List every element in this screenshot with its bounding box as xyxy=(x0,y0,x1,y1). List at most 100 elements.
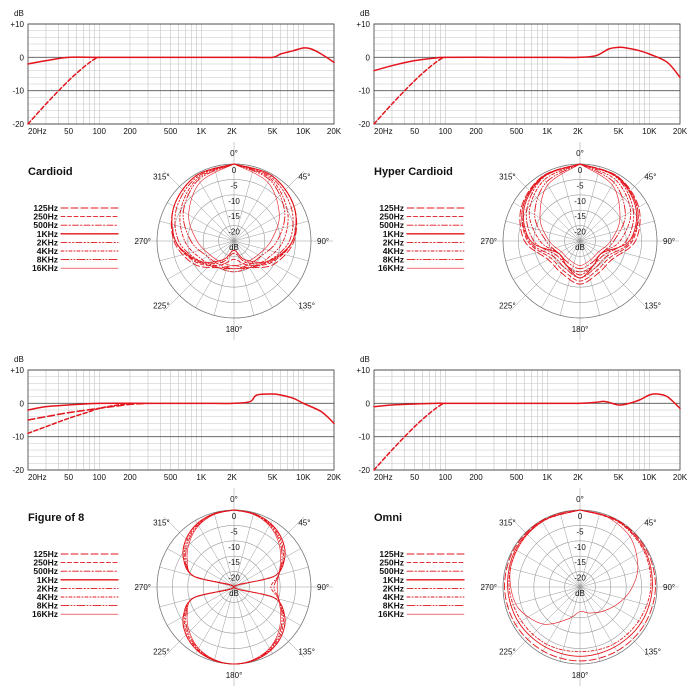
legend-label: 4KHz xyxy=(383,592,404,602)
legend-label: 125Hz xyxy=(379,549,404,559)
panel-0: dB +10 0 -10 -20 20Hz 50 100 200 500 1K 2K 5K 10K 20K 0… xyxy=(10,9,342,340)
x-tick-label: 10K xyxy=(296,473,311,482)
legend-label: 16KHz xyxy=(32,609,58,619)
polar-ring-label: -5 xyxy=(576,181,584,190)
polar-spoke xyxy=(509,170,581,242)
x-tick-label: 5K xyxy=(268,473,278,482)
x-tick-label: 20Hz xyxy=(28,127,47,136)
polar-spoke xyxy=(195,174,235,242)
legend-label: 8KHz xyxy=(383,601,404,611)
polar-spoke xyxy=(233,516,305,588)
polar-pattern-title: Cardioid xyxy=(28,166,73,178)
polar-spoke xyxy=(541,586,581,654)
polar-angle-label: 225° xyxy=(153,301,170,310)
polar-spoke xyxy=(579,586,619,654)
x-tick-label: 20Hz xyxy=(374,127,393,136)
polar-spoke xyxy=(579,548,647,588)
polar-curve-4KHz xyxy=(179,163,289,273)
legend-label: 250Hz xyxy=(33,212,58,222)
polar-angle-label: 135° xyxy=(298,301,315,310)
polar-spoke xyxy=(579,566,655,588)
legend-label: 125Hz xyxy=(379,203,404,213)
y-tick-label: +10 xyxy=(10,366,24,375)
polar-ring-label: 0 xyxy=(578,512,583,521)
x-tick-label: 20K xyxy=(327,127,342,136)
polar-angle-label: 135° xyxy=(298,647,315,656)
polar-curve-2KHz xyxy=(174,163,294,270)
x-tick-label: 100 xyxy=(439,127,453,136)
polar-spoke xyxy=(163,586,235,658)
polar-angle-label: 45° xyxy=(644,173,656,182)
y-axis-unit: dB xyxy=(14,9,24,18)
polar-spoke xyxy=(579,202,647,242)
polar-angle-label: 135° xyxy=(644,301,661,310)
x-tick-label: 500 xyxy=(510,127,524,136)
polar-ring-label: -20 xyxy=(574,228,586,237)
y-tick-label: 0 xyxy=(366,399,371,408)
polar-spoke xyxy=(541,240,581,308)
polar-curve-1KHz xyxy=(507,509,653,657)
y-tick-label: -10 xyxy=(358,433,370,442)
polar-angle-label: 45° xyxy=(298,519,310,528)
frequency-plot-frame xyxy=(27,23,335,125)
polar-angle-label: 90° xyxy=(317,237,329,246)
x-tick-label: 10K xyxy=(642,127,657,136)
polar-angle-label: 180° xyxy=(572,325,589,334)
y-tick-label: -20 xyxy=(358,120,370,129)
polar-angle-label: 90° xyxy=(663,237,675,246)
polar-angle-label: 0° xyxy=(576,495,584,504)
legend-label: 16KHz xyxy=(378,263,404,273)
polar-spoke xyxy=(233,202,301,242)
y-axis-unit: dB xyxy=(360,9,370,18)
x-tick-label: 20K xyxy=(673,127,688,136)
y-tick-label: -10 xyxy=(12,87,24,96)
polar-angle-label: 270° xyxy=(134,237,151,246)
frequency-plot-frame xyxy=(373,23,681,125)
frequency-response-plot: dB +10 0 -10 -20 20Hz 50 100 200 500 1K 2K 5K 10K 20K xyxy=(356,9,687,136)
legend-label: 16KHz xyxy=(378,609,404,619)
polar-spoke xyxy=(579,174,619,242)
x-tick-label: 100 xyxy=(93,473,107,482)
polar-spoke xyxy=(509,516,581,588)
polar-spoke xyxy=(233,548,301,588)
polar-ring-label: -20 xyxy=(228,574,240,583)
y-tick-label: +10 xyxy=(356,20,370,29)
y-tick-label: 0 xyxy=(20,399,25,408)
x-tick-label: 5K xyxy=(614,473,624,482)
frequency-curve-solid xyxy=(27,47,335,65)
polar-spoke xyxy=(163,240,235,312)
polar-spoke xyxy=(233,512,255,588)
polar-spoke xyxy=(509,240,581,312)
polar-ring-label: -15 xyxy=(228,212,240,221)
polar-spoke xyxy=(163,516,235,588)
polar-angle-label: 45° xyxy=(644,519,656,528)
x-tick-label: 2K xyxy=(573,127,583,136)
x-tick-label: 500 xyxy=(510,473,524,482)
polar-spoke xyxy=(579,520,619,588)
frequency-curve-dash xyxy=(27,402,131,435)
polar-ring-label: -5 xyxy=(230,181,238,190)
polar-spoke xyxy=(513,586,581,626)
polar-ring-label: -10 xyxy=(228,543,240,552)
legend-label: 125Hz xyxy=(33,549,58,559)
frequency-plot-frame xyxy=(373,369,681,471)
frequency-response-plot: dB +10 0 -10 -20 20Hz 50 100 200 500 1K 2K 5K 10K 20K xyxy=(10,355,341,482)
polar-spoke xyxy=(233,586,301,626)
polar-pattern-title: Figure of 8 xyxy=(28,512,84,524)
y-axis-unit: dB xyxy=(360,355,370,364)
polar-spoke xyxy=(505,220,581,242)
polar-spoke xyxy=(163,170,235,242)
x-tick-label: 2K xyxy=(227,473,237,482)
y-tick-label: -10 xyxy=(358,87,370,96)
legend-label: 1KHz xyxy=(37,229,58,239)
frequency-curve-solid xyxy=(27,393,335,425)
legend-label: 4KHz xyxy=(37,246,58,256)
legend-label: 1KHz xyxy=(383,575,404,585)
polar-spoke xyxy=(579,170,651,242)
x-tick-label: 50 xyxy=(64,127,73,136)
polar-spoke xyxy=(505,586,581,608)
polar-curve-125Hz xyxy=(504,509,656,662)
